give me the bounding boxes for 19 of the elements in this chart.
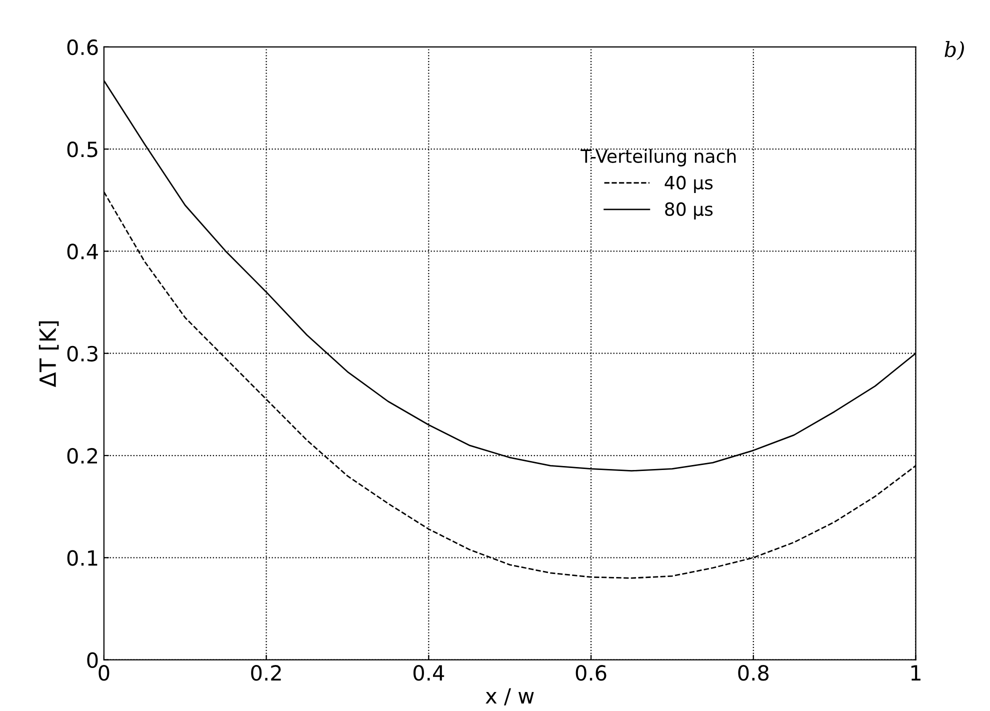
legend-label: 80 μs (665, 202, 713, 220)
legend-label: 40 μs (664, 176, 713, 193)
x-tick-label: 0.6 (576, 665, 606, 681)
y-tick-label: 0.6 (67, 39, 98, 56)
x-tick-label: 0.4 (413, 665, 444, 681)
x-tick-label: 0.2 (251, 665, 281, 681)
y-tick-label: 0.2 (67, 448, 98, 464)
y-tick-label: 0 (87, 652, 98, 668)
x-axis-title: x / w (486, 688, 534, 706)
y-tick-label: 0.3 (67, 346, 98, 362)
x-tick-label: 1 (911, 665, 920, 680)
x-tick-label: 0 (98, 665, 110, 681)
y-tick-label: 0.4 (67, 244, 98, 260)
y-tick-label: 0.5 (67, 142, 98, 158)
y-axis-title: ΔT [K] (38, 321, 59, 388)
legend-title: T-Verteilung nach (580, 148, 736, 166)
x-tick-label: 0.8 (738, 665, 769, 681)
y-tick-label: 0.1 (67, 550, 98, 566)
text: b) (944, 41, 964, 60)
